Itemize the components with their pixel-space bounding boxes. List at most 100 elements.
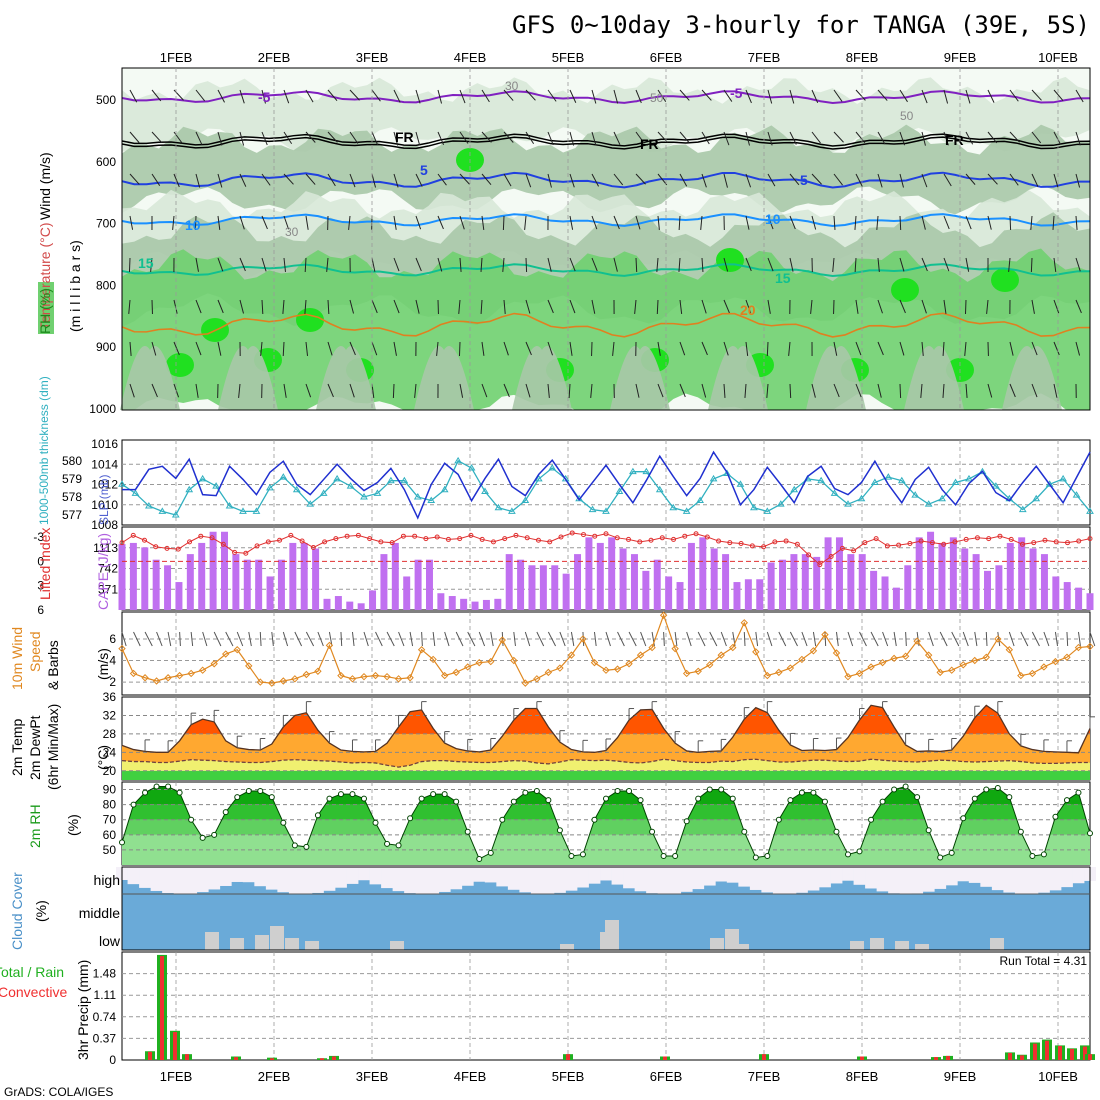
wind-speed-point (164, 674, 172, 682)
cloud-high-gap (761, 867, 774, 893)
rh-high-blob-8 (716, 248, 744, 272)
li-point (175, 546, 181, 552)
upper-wind-barb (304, 257, 307, 273)
wind-barb (144, 631, 153, 647)
rh-point (637, 797, 644, 804)
upper-wind-barb (678, 257, 681, 272)
wind-barb (202, 631, 208, 647)
bottom-date-10feb: 10FEB (1038, 1069, 1078, 1084)
cape-bar (334, 596, 342, 610)
rh-label-3: 30 (285, 225, 299, 239)
thickness-point (602, 507, 610, 514)
cloud-high-gap (565, 867, 578, 891)
rh-point (1006, 794, 1013, 801)
precip-convective-bar (1070, 1048, 1074, 1060)
upper-wind-barb (811, 173, 822, 185)
cloud-high-gap (657, 867, 670, 894)
wind-speed-point (798, 655, 806, 664)
rh-point (337, 791, 344, 798)
li-point (783, 538, 789, 544)
cloud-high-gap (1049, 867, 1062, 891)
upper-wind-barb (217, 215, 221, 230)
top-date-7feb: 7FEB (748, 50, 781, 65)
wind-speed-point (1017, 671, 1025, 680)
rh-point (268, 794, 275, 801)
precip-tick-0.37: 0.37 (93, 1031, 117, 1045)
rh-point (1075, 789, 1082, 796)
rh-point (407, 815, 414, 822)
thickness-point (911, 491, 920, 498)
cloud-high-gap (461, 867, 474, 886)
upper-wind-barb (1053, 89, 1064, 101)
thickness-point (615, 487, 624, 495)
wind-speed-point (544, 668, 553, 677)
upper-wind-barb (701, 131, 710, 145)
cape-bar (414, 559, 422, 610)
li-point (220, 541, 226, 547)
upper-wind-barb (591, 131, 597, 146)
precip-convective-bar (663, 1056, 667, 1060)
cloud-high-gap (611, 867, 624, 885)
wind-barb (536, 631, 545, 647)
upper-wind-barb (591, 89, 597, 104)
thickness-point (776, 500, 785, 507)
cloud-high-gap (323, 867, 336, 891)
upper-wind-barb (613, 131, 621, 145)
upper-wind-barb (965, 173, 976, 185)
cloud-high-gap (819, 867, 831, 888)
upper-wind-barb (194, 215, 197, 231)
upper-wind-barb (1075, 173, 1081, 188)
upper-wind-barb (1075, 299, 1082, 314)
upper-wind-barb (459, 383, 464, 398)
upper-wind-barb (393, 215, 397, 230)
upper-wind-barb (1075, 215, 1078, 230)
cape-bar (221, 531, 228, 610)
wind-speed-point (129, 669, 138, 678)
upper-wind-barb (657, 383, 664, 398)
wind-speed-point (325, 641, 334, 650)
upper-wind-barb (371, 257, 376, 272)
wind-barb (870, 631, 879, 647)
cloud-high-gap (254, 867, 267, 887)
thickness-point (992, 482, 1000, 489)
upper-wind-barb (305, 131, 316, 143)
li-line (121, 532, 1091, 566)
cloud-high-gap (715, 867, 728, 882)
upper-wind-barb (327, 131, 338, 143)
rh-label-0: 30 (505, 79, 519, 93)
label-10m-wind: 10m Wind (9, 627, 25, 690)
top-date-5feb: 5FEB (552, 50, 585, 65)
thickness-point (534, 474, 543, 482)
wind-speed-point (590, 658, 599, 667)
li-point (1019, 541, 1025, 547)
cape-bar (608, 537, 616, 610)
cape-tick-371: 371 (98, 582, 118, 596)
upper-wind-barb (547, 257, 552, 272)
wind-speed-point (245, 662, 253, 670)
wind-barb (593, 631, 597, 647)
upper-wind-barb (173, 131, 183, 144)
thickness-point (440, 485, 449, 493)
upper-wind-barb (283, 257, 286, 272)
wind-speed-point (152, 677, 161, 685)
wind-barb (501, 631, 504, 647)
precip-convective-bar (1033, 1043, 1037, 1060)
upper-wind-barb (569, 173, 575, 188)
upper-wind-barb (789, 173, 800, 186)
wind-speed-point (291, 675, 299, 683)
isotherm-label-repeat-4: 10 (765, 211, 781, 227)
rh-point (280, 819, 287, 826)
cape-bar (266, 576, 274, 610)
thickness-point (1045, 480, 1054, 487)
thickness-point (857, 494, 866, 502)
cloud-low-bar-2 (255, 935, 269, 950)
precip-convective-bar (762, 1054, 766, 1060)
top-date-9feb: 9FEB (944, 50, 977, 65)
li-point (445, 536, 451, 542)
upper-wind-barb (613, 89, 619, 104)
slp-frame (121, 439, 1091, 526)
upper-wind-barb (327, 341, 333, 356)
upper-wind-barb (965, 383, 968, 398)
rh-point (752, 854, 759, 861)
cape-bar (198, 542, 206, 610)
